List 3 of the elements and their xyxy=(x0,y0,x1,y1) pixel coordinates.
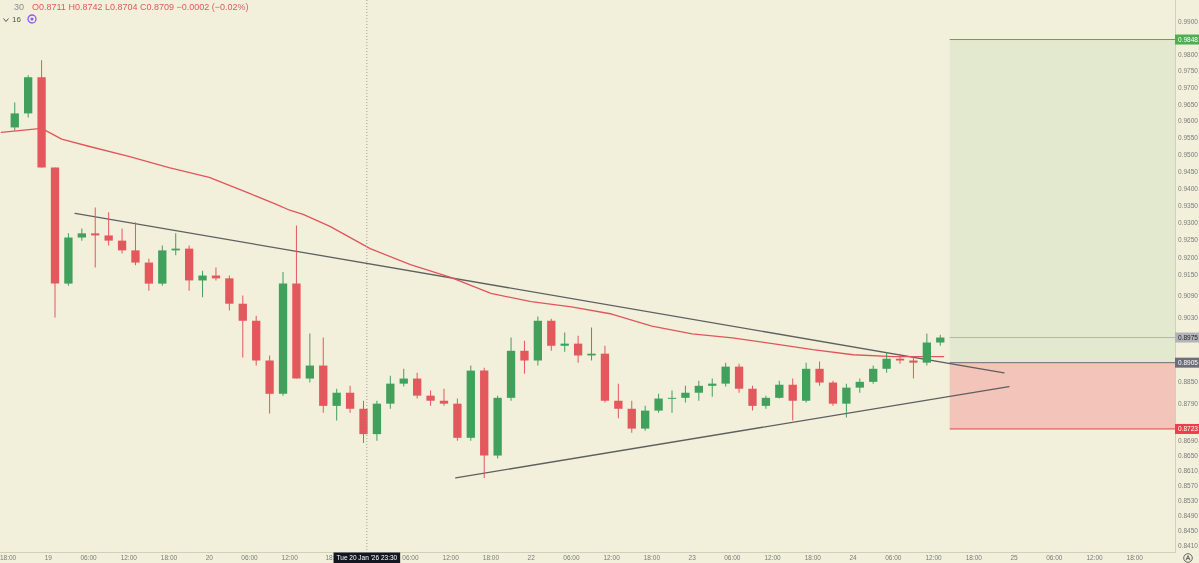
annotation: 16 xyxy=(12,14,21,25)
annotation: O0.8711 H0.8742 L0.8704 C0.8709 −0.0002 (−0.02%) xyxy=(32,2,249,12)
chart-title: 30 xyxy=(14,2,25,12)
